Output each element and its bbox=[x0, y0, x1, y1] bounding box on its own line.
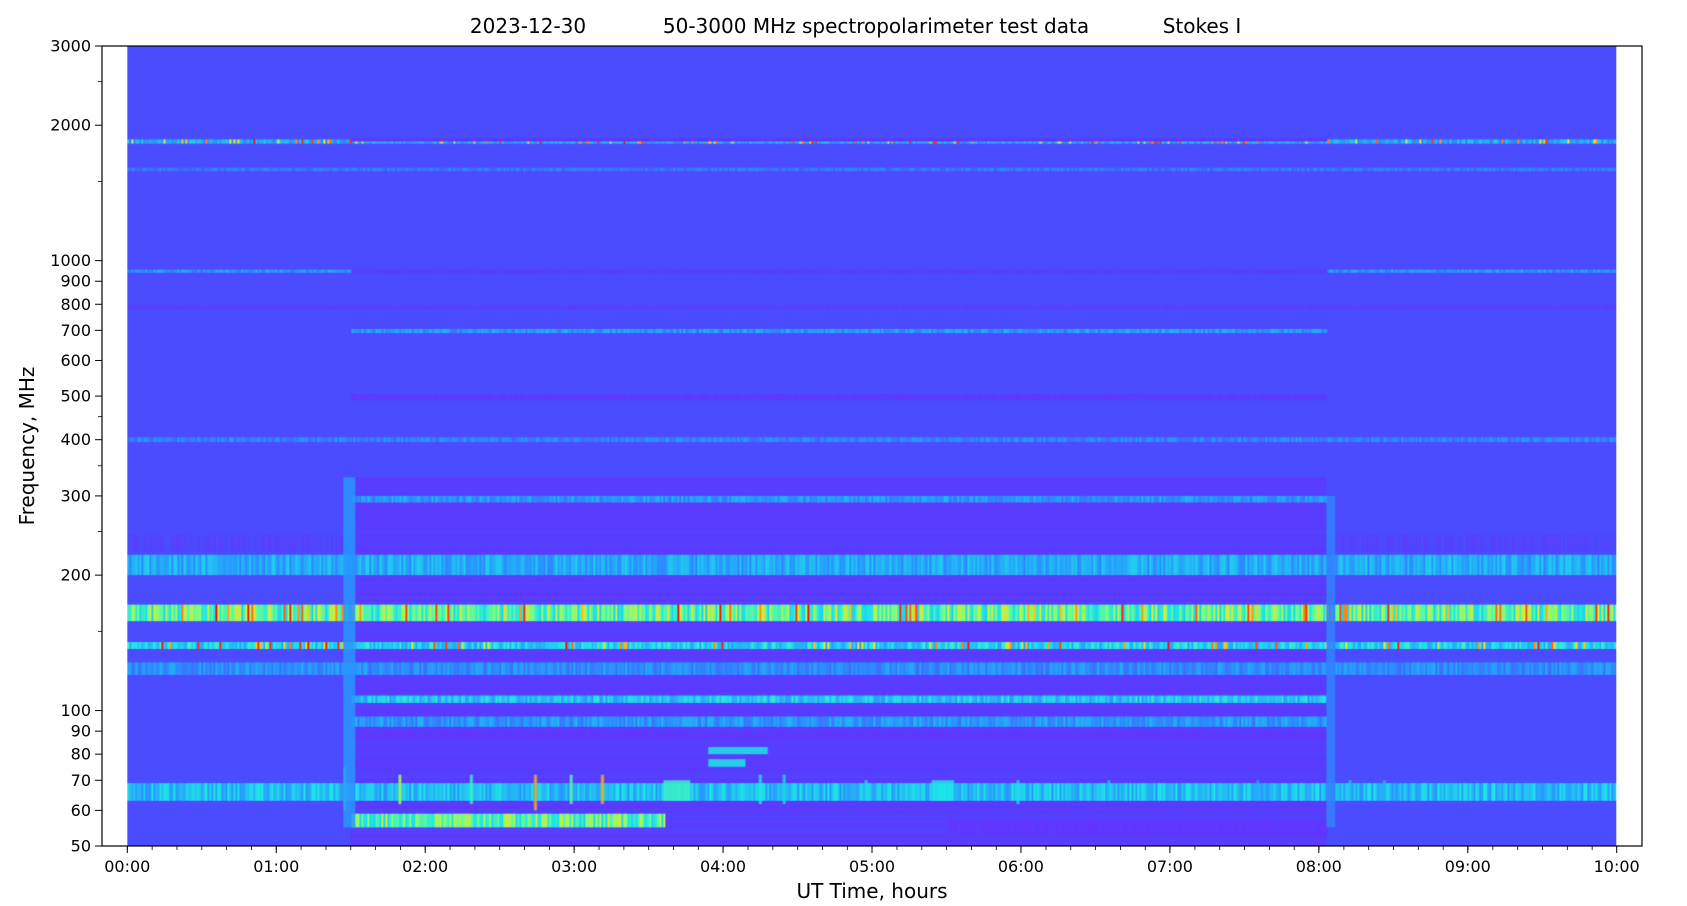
x-axis-ticks: 00:00 01:00 02:00 03:00 04:00 05:00 06:00 07:00… bbox=[104, 846, 1640, 876]
chart-title-stokes: Stokes I bbox=[1163, 14, 1242, 38]
y-tick-label: 100 bbox=[60, 701, 91, 720]
y-tick-label: 200 bbox=[60, 566, 91, 585]
x-tick-label: 07:00 bbox=[1147, 857, 1193, 876]
y-tick-label: 300 bbox=[60, 486, 91, 505]
heatmap-image bbox=[127, 46, 1617, 846]
x-tick-label: 02:00 bbox=[402, 857, 448, 876]
y-tick-label: 1000 bbox=[50, 251, 91, 270]
y-tick-label: 90 bbox=[71, 722, 91, 741]
y-tick-label: 50 bbox=[71, 837, 91, 856]
x-tick-label: 03:00 bbox=[551, 857, 597, 876]
chart-title-description: 50-3000 MHz spectropolarimeter test data bbox=[663, 14, 1089, 38]
x-tick-label: 06:00 bbox=[998, 857, 1044, 876]
x-tick-label: 08:00 bbox=[1296, 857, 1342, 876]
y-tick-label: 700 bbox=[60, 321, 91, 340]
x-tick-label: 04:00 bbox=[700, 857, 746, 876]
x-tick-label: 10:00 bbox=[1594, 857, 1640, 876]
y-tick-label: 900 bbox=[60, 272, 91, 291]
y-tick-label: 600 bbox=[60, 351, 91, 370]
y-tick-label: 2000 bbox=[50, 116, 91, 135]
y-tick-label: 400 bbox=[60, 430, 91, 449]
y-tick-label: 70 bbox=[71, 771, 91, 790]
x-tick-label: 00:00 bbox=[104, 857, 150, 876]
heatmap-layer bbox=[127, 46, 1617, 846]
x-axis-label: UT Time, hours bbox=[796, 879, 947, 903]
x-tick-label: 09:00 bbox=[1445, 857, 1491, 876]
y-tick-label: 3000 bbox=[50, 37, 91, 56]
x-tick-label: 01:00 bbox=[253, 857, 299, 876]
y-tick-label: 800 bbox=[60, 295, 91, 314]
y-tick-label: 60 bbox=[71, 801, 91, 820]
chart-title-date: 2023-12-30 bbox=[470, 14, 586, 38]
y-tick-label: 80 bbox=[71, 745, 91, 764]
y-axis-label: Frequency, MHz bbox=[15, 367, 39, 526]
y-tick-label: 500 bbox=[60, 387, 91, 406]
y-axis-ticks: 50 60 70 80 90 100 200 300 400 500 600 700 800 900 100… bbox=[50, 37, 102, 856]
x-tick-label: 05:00 bbox=[849, 857, 895, 876]
